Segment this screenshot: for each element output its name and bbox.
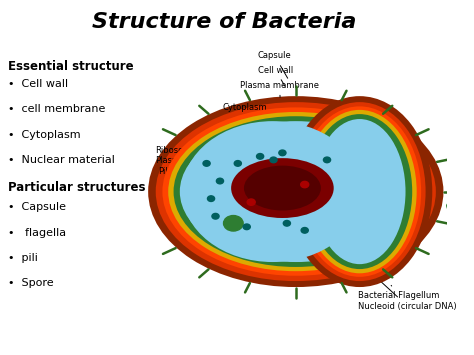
Circle shape	[247, 199, 255, 205]
Text: •  Spore: • Spore	[8, 278, 54, 288]
Circle shape	[256, 154, 264, 159]
Text: Cell wall: Cell wall	[258, 66, 293, 87]
Ellipse shape	[287, 96, 432, 287]
Circle shape	[323, 157, 330, 163]
Text: Structure of Bacteria: Structure of Bacteria	[92, 12, 356, 32]
Ellipse shape	[180, 121, 412, 262]
Circle shape	[279, 150, 286, 155]
Text: Capsule: Capsule	[258, 51, 292, 78]
Ellipse shape	[156, 102, 436, 281]
Text: •  pili: • pili	[8, 253, 38, 263]
Ellipse shape	[168, 112, 423, 271]
Text: •  Cell wall: • Cell wall	[8, 79, 68, 89]
Text: •  cell membrane: • cell membrane	[8, 104, 105, 114]
Ellipse shape	[298, 106, 421, 277]
Ellipse shape	[293, 102, 426, 281]
Text: •  Nuclear material: • Nuclear material	[8, 155, 115, 165]
Text: •   flagella: • flagella	[8, 228, 66, 237]
Circle shape	[301, 181, 309, 188]
Text: Particular structures: Particular structures	[8, 181, 146, 194]
Text: Plasmid: Plasmid	[155, 156, 208, 175]
Circle shape	[217, 178, 224, 184]
Ellipse shape	[231, 158, 334, 218]
Ellipse shape	[307, 114, 412, 269]
Ellipse shape	[173, 116, 418, 267]
Text: Essential structure: Essential structure	[8, 60, 134, 72]
Text: •  Capsule: • Capsule	[8, 202, 66, 212]
Circle shape	[208, 196, 215, 201]
Ellipse shape	[148, 96, 444, 287]
Circle shape	[283, 220, 291, 226]
Ellipse shape	[244, 166, 321, 211]
Circle shape	[224, 215, 243, 231]
Ellipse shape	[182, 121, 363, 262]
Circle shape	[203, 160, 210, 166]
Text: Cytoplasm: Cytoplasm	[222, 103, 267, 126]
Text: Ribosomes: Ribosomes	[155, 146, 211, 166]
Circle shape	[212, 213, 219, 219]
Circle shape	[243, 224, 250, 230]
Text: Bacterial Flagellum: Bacterial Flagellum	[358, 285, 439, 300]
Text: •  Cytoplasm: • Cytoplasm	[8, 130, 81, 140]
Ellipse shape	[302, 110, 417, 273]
Circle shape	[301, 228, 308, 233]
Circle shape	[270, 157, 277, 163]
Ellipse shape	[163, 108, 429, 276]
Text: Nucleoid (circular DNA): Nucleoid (circular DNA)	[342, 246, 457, 311]
Text: Pili: Pili	[158, 166, 197, 180]
Circle shape	[234, 160, 241, 166]
Ellipse shape	[314, 119, 406, 264]
Text: Plasma membrane: Plasma membrane	[240, 81, 319, 97]
